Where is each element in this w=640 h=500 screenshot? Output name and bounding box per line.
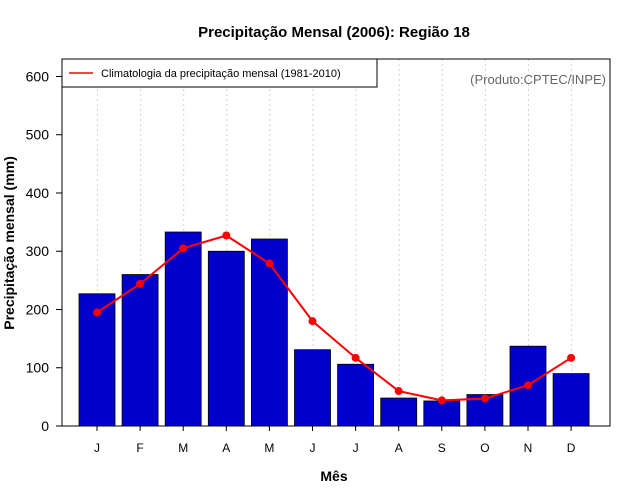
y-tick-label: 500	[26, 127, 50, 143]
line-point	[222, 231, 231, 240]
x-tick-label: A	[222, 441, 230, 455]
credit-text: (Produto:CPTEC/INPE)	[470, 72, 606, 87]
bar	[337, 363, 375, 427]
y-tick-label: 100	[26, 360, 50, 376]
line-point	[480, 394, 489, 403]
y-tick-label: 600	[26, 68, 50, 84]
x-tick-label: S	[438, 441, 446, 455]
legend-box	[61, 58, 378, 88]
x-tick-label: F	[136, 441, 143, 455]
chart-title: Precipitação Mensal (2006): Região 18	[198, 24, 470, 41]
x-tick-label: N	[524, 441, 533, 455]
y-tick-label: 200	[26, 301, 50, 317]
line-point	[265, 259, 274, 268]
bar	[250, 238, 288, 427]
line-point	[394, 387, 403, 396]
y-axis: 0 100 200 300 400 500 600	[26, 68, 62, 434]
bar	[294, 349, 331, 427]
y-axis-label: Precipitação mensal (mm)	[1, 156, 17, 330]
bar	[423, 400, 461, 427]
line-point	[437, 396, 446, 405]
bar	[552, 373, 590, 427]
line-point	[524, 381, 532, 390]
legend-entry-label: Climatologia da precipitação mensal (198…	[101, 68, 341, 80]
x-tick-label: J	[310, 441, 316, 455]
bar	[164, 231, 202, 427]
line-point	[567, 353, 576, 362]
bar	[121, 274, 159, 427]
y-tick-label: 0	[41, 418, 49, 434]
x-tick-label: M	[178, 441, 188, 455]
x-tick-label: J	[94, 441, 100, 455]
y-tick-label: 300	[26, 243, 50, 259]
x-tick-label: O	[480, 441, 489, 455]
x-tick-label: A	[395, 441, 403, 455]
line-point	[179, 244, 188, 253]
legend: Climatologia da precipitação mensal (198…	[61, 58, 378, 88]
line-point	[136, 279, 145, 288]
climatology-line-series	[93, 231, 576, 405]
x-tick-label: M	[264, 441, 274, 455]
bar-series	[78, 231, 590, 427]
y-tick-label: 400	[26, 185, 50, 201]
bar	[207, 250, 245, 427]
line-point	[351, 353, 360, 362]
bar	[380, 397, 418, 427]
x-tick-label: J	[353, 441, 359, 455]
x-tick-label: D	[567, 441, 576, 455]
climatology-line	[96, 234, 572, 402]
line-point	[93, 308, 101, 317]
line-point	[308, 317, 317, 326]
x-axis-label: Mês	[320, 468, 347, 484]
